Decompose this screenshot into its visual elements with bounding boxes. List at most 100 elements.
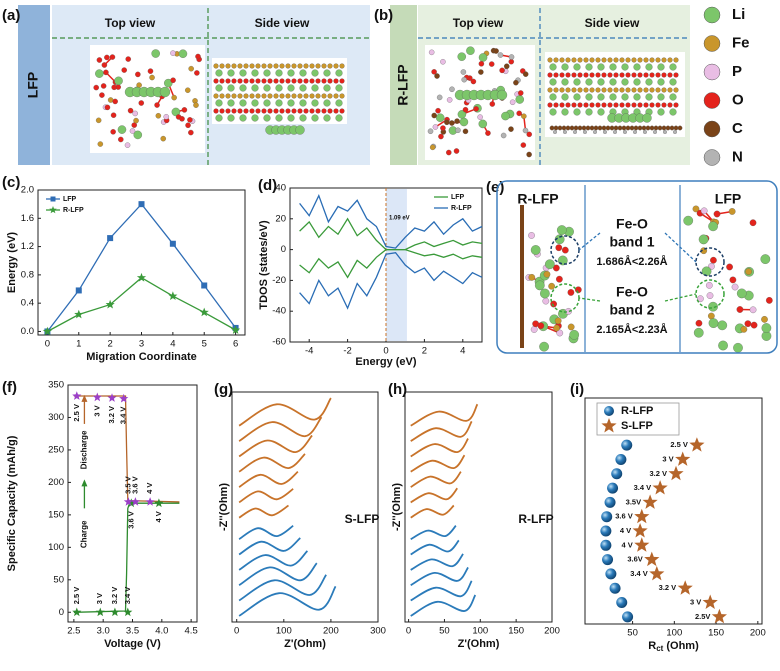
atom xyxy=(561,63,569,71)
atom xyxy=(499,67,505,74)
atom xyxy=(239,84,247,92)
atom xyxy=(571,57,577,63)
atom xyxy=(553,324,560,332)
atom xyxy=(649,102,655,108)
atom xyxy=(760,254,771,264)
row-label: 3 V xyxy=(662,454,673,463)
atom xyxy=(311,84,319,92)
atom xyxy=(261,78,267,84)
atom xyxy=(335,69,343,77)
atom xyxy=(311,114,319,122)
atom xyxy=(279,93,285,99)
atom xyxy=(453,148,460,154)
atom xyxy=(194,70,200,76)
series-line xyxy=(238,574,327,602)
atom xyxy=(255,63,261,69)
atom xyxy=(655,87,661,93)
series-line xyxy=(238,416,323,442)
atom xyxy=(273,93,279,99)
atom xyxy=(273,63,279,69)
atom xyxy=(669,63,677,71)
panel-b-sidebar xyxy=(390,5,417,165)
x-axis-subscript: ct xyxy=(656,644,663,653)
marker xyxy=(652,480,668,495)
atom xyxy=(279,63,285,69)
marker xyxy=(604,496,616,508)
atom xyxy=(466,46,475,55)
atom xyxy=(291,108,297,114)
atom xyxy=(315,108,321,114)
x-tick-label: -4 xyxy=(305,346,313,357)
atom xyxy=(159,86,171,98)
series-line xyxy=(238,434,313,458)
series-line xyxy=(47,276,236,333)
y-tick-label: 0 xyxy=(59,607,64,618)
atom xyxy=(601,102,607,108)
atom xyxy=(669,78,677,86)
atom xyxy=(631,57,637,63)
panel-label: (c) xyxy=(2,174,20,191)
marker xyxy=(689,437,705,452)
atom xyxy=(657,108,665,116)
atom xyxy=(315,78,321,84)
marker xyxy=(50,196,56,202)
atom xyxy=(478,53,488,62)
element-symbol: Fe xyxy=(732,34,750,51)
band-comparison: 1.686Å<2.26Å xyxy=(596,255,667,268)
atom xyxy=(577,125,583,131)
marker xyxy=(123,497,133,506)
process-label: Charge xyxy=(80,520,89,548)
marker xyxy=(169,240,176,247)
atom xyxy=(692,205,700,213)
atom xyxy=(457,52,466,61)
atom xyxy=(745,268,752,275)
band-name: band 1 xyxy=(609,234,654,250)
atom xyxy=(643,130,647,134)
atom xyxy=(543,270,551,278)
atom xyxy=(149,74,155,81)
atom xyxy=(625,72,631,78)
atom xyxy=(485,130,491,136)
atom xyxy=(515,95,524,104)
atom xyxy=(553,125,559,131)
atom xyxy=(333,93,339,99)
atom xyxy=(231,78,237,84)
marker xyxy=(644,551,660,567)
view-title: Top view xyxy=(105,16,156,30)
element-swatch xyxy=(703,120,721,138)
marker xyxy=(107,235,114,242)
atom xyxy=(97,141,104,147)
atom xyxy=(103,69,109,76)
atom xyxy=(667,87,673,93)
marker xyxy=(168,291,178,300)
atom xyxy=(609,63,617,71)
atom xyxy=(549,108,557,116)
atom xyxy=(631,72,637,78)
atom xyxy=(333,63,339,69)
atom xyxy=(249,63,255,69)
atom xyxy=(333,108,339,114)
atom xyxy=(706,292,714,299)
legend-label: R-LFP xyxy=(621,405,653,417)
atom xyxy=(193,102,199,108)
y-tick-label: 0.8 xyxy=(21,269,34,280)
atom xyxy=(215,114,223,122)
atom xyxy=(577,72,583,78)
x-axis-title: Z'(Ohm) xyxy=(284,638,326,650)
atom xyxy=(553,130,557,134)
atom xyxy=(449,86,455,93)
atom xyxy=(561,93,569,101)
x-axis-symbol: R xyxy=(648,640,656,652)
x-axis-title: Voltage (V) xyxy=(104,638,161,650)
atom xyxy=(138,100,145,106)
atom xyxy=(641,125,647,131)
point-label: 3.2 V xyxy=(107,406,116,424)
atom xyxy=(315,63,321,69)
atom xyxy=(673,125,679,131)
y-tick-label: 250 xyxy=(48,444,64,455)
atom xyxy=(547,57,553,63)
atom xyxy=(118,136,124,143)
band-title: Fe-O xyxy=(616,284,648,300)
atom xyxy=(645,125,651,131)
structure-name: R-LFP xyxy=(517,191,558,207)
